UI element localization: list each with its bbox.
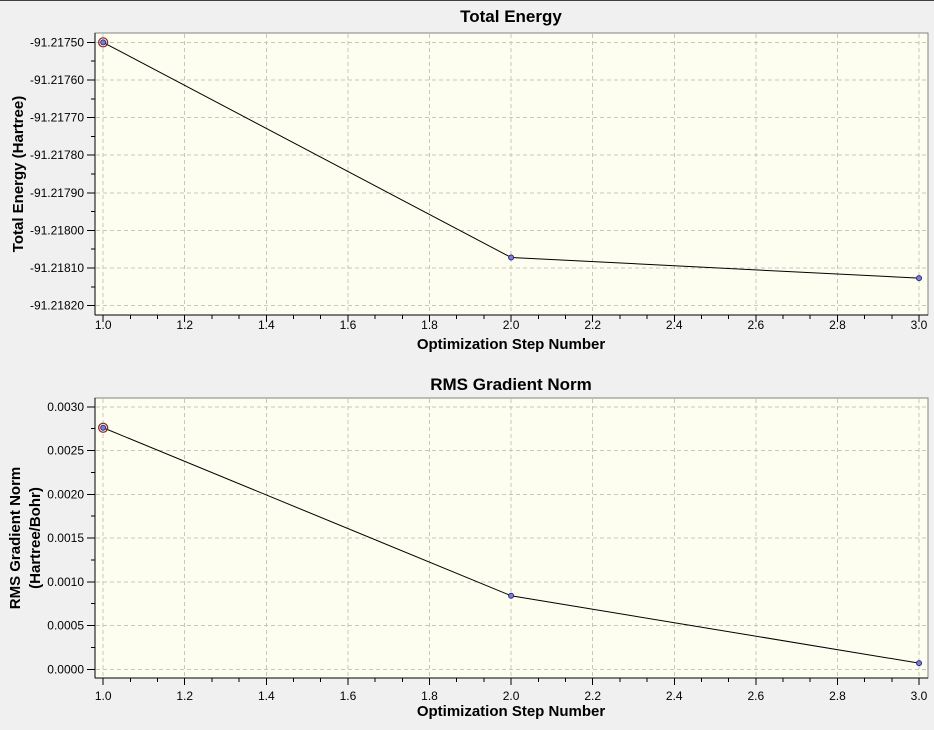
chart-title: RMS Gradient Norm	[430, 375, 592, 394]
x-tick-label: 1.8	[421, 318, 438, 332]
y-tick-label: -91.21780	[30, 148, 84, 162]
plot-area: 1.0 1.2 1.4 1.6 1.8 2.0 2.2 2.4 2.6 2.8 3.0 0.0000 0…	[47, 397, 929, 703]
data-point[interactable]	[508, 254, 515, 261]
y-tick-label: -91.21760	[30, 73, 84, 87]
y-tick-label: 0.0000	[47, 662, 84, 676]
x-axis-title: Optimization Step Number	[417, 336, 606, 353]
x-tick-label: 3.0	[911, 689, 928, 703]
total-energy-chart: Total Energy Total Energy (Hartree) 1.0 1…	[10, 7, 929, 353]
x-tick-label: 1.2	[176, 318, 193, 332]
y-axis-title: Total Energy (Hartree)	[10, 96, 27, 252]
y-tick-label: -91.21800	[30, 223, 84, 237]
data-point[interactable]	[508, 592, 515, 599]
window-top-edge	[0, 0, 934, 1]
plot-area: 1.0 1.2 1.4 1.6 1.8 2.0 2.2 2.4 2.6 2.8 3.0 -91.218…	[30, 32, 929, 332]
y-tick-label: 0.0030	[47, 400, 84, 414]
x-tick-label: 1.0	[95, 318, 112, 332]
x-tick-label: 1.6	[340, 689, 357, 703]
x-tick-label: 1.4	[258, 689, 275, 703]
y-axis-title-line2: (Hartree/Bohr)	[27, 487, 44, 589]
x-tick-label: 2.4	[666, 318, 683, 332]
chart-title: Total Energy	[460, 7, 562, 26]
y-tick-label: 0.0015	[47, 531, 84, 545]
y-tick-label: 0.0020	[47, 487, 84, 501]
y-tick-label: -91.21750	[30, 35, 84, 49]
x-tick-label: 1.2	[176, 689, 193, 703]
x-tick-label: 2.2	[584, 689, 601, 703]
x-tick-label: 2.2	[584, 318, 601, 332]
rms-gradient-norm-chart: RMS Gradient Norm RMS Gradient Norm (Har…	[7, 375, 929, 720]
x-tick-label: 2.8	[829, 689, 846, 703]
x-tick-label: 2.4	[666, 689, 683, 703]
y-tick-label: -91.21810	[30, 261, 84, 275]
x-axis-title: Optimization Step Number	[417, 703, 606, 720]
data-point[interactable]	[916, 660, 923, 667]
data-point[interactable]	[100, 39, 107, 46]
selected-point-ring	[98, 37, 109, 48]
y-tick-label: 0.0010	[47, 575, 84, 589]
y-tick-label: -91.21790	[30, 186, 84, 200]
y-axis-title-line1: RMS Gradient Norm	[7, 467, 24, 610]
y-tick-label: 0.0005	[47, 619, 84, 633]
x-tick-label: 3.0	[911, 318, 928, 332]
x-tick-label: 2.0	[503, 318, 520, 332]
y-tick-label: -91.21770	[30, 111, 84, 125]
data-point[interactable]	[100, 424, 107, 431]
x-tick-label: 2.0	[503, 689, 520, 703]
x-tick-label: 1.6	[340, 318, 357, 332]
x-tick-label: 1.4	[258, 318, 275, 332]
y-tick-label: -91.21820	[30, 299, 84, 313]
y-tick-label: 0.0025	[47, 444, 84, 458]
selected-point-ring	[98, 422, 109, 433]
x-tick-label: 2.6	[748, 318, 765, 332]
x-tick-label: 1.8	[421, 689, 438, 703]
x-tick-label: 1.0	[95, 689, 112, 703]
x-tick-label: 2.8	[829, 318, 846, 332]
data-point[interactable]	[916, 275, 923, 282]
x-tick-label: 2.6	[748, 689, 765, 703]
